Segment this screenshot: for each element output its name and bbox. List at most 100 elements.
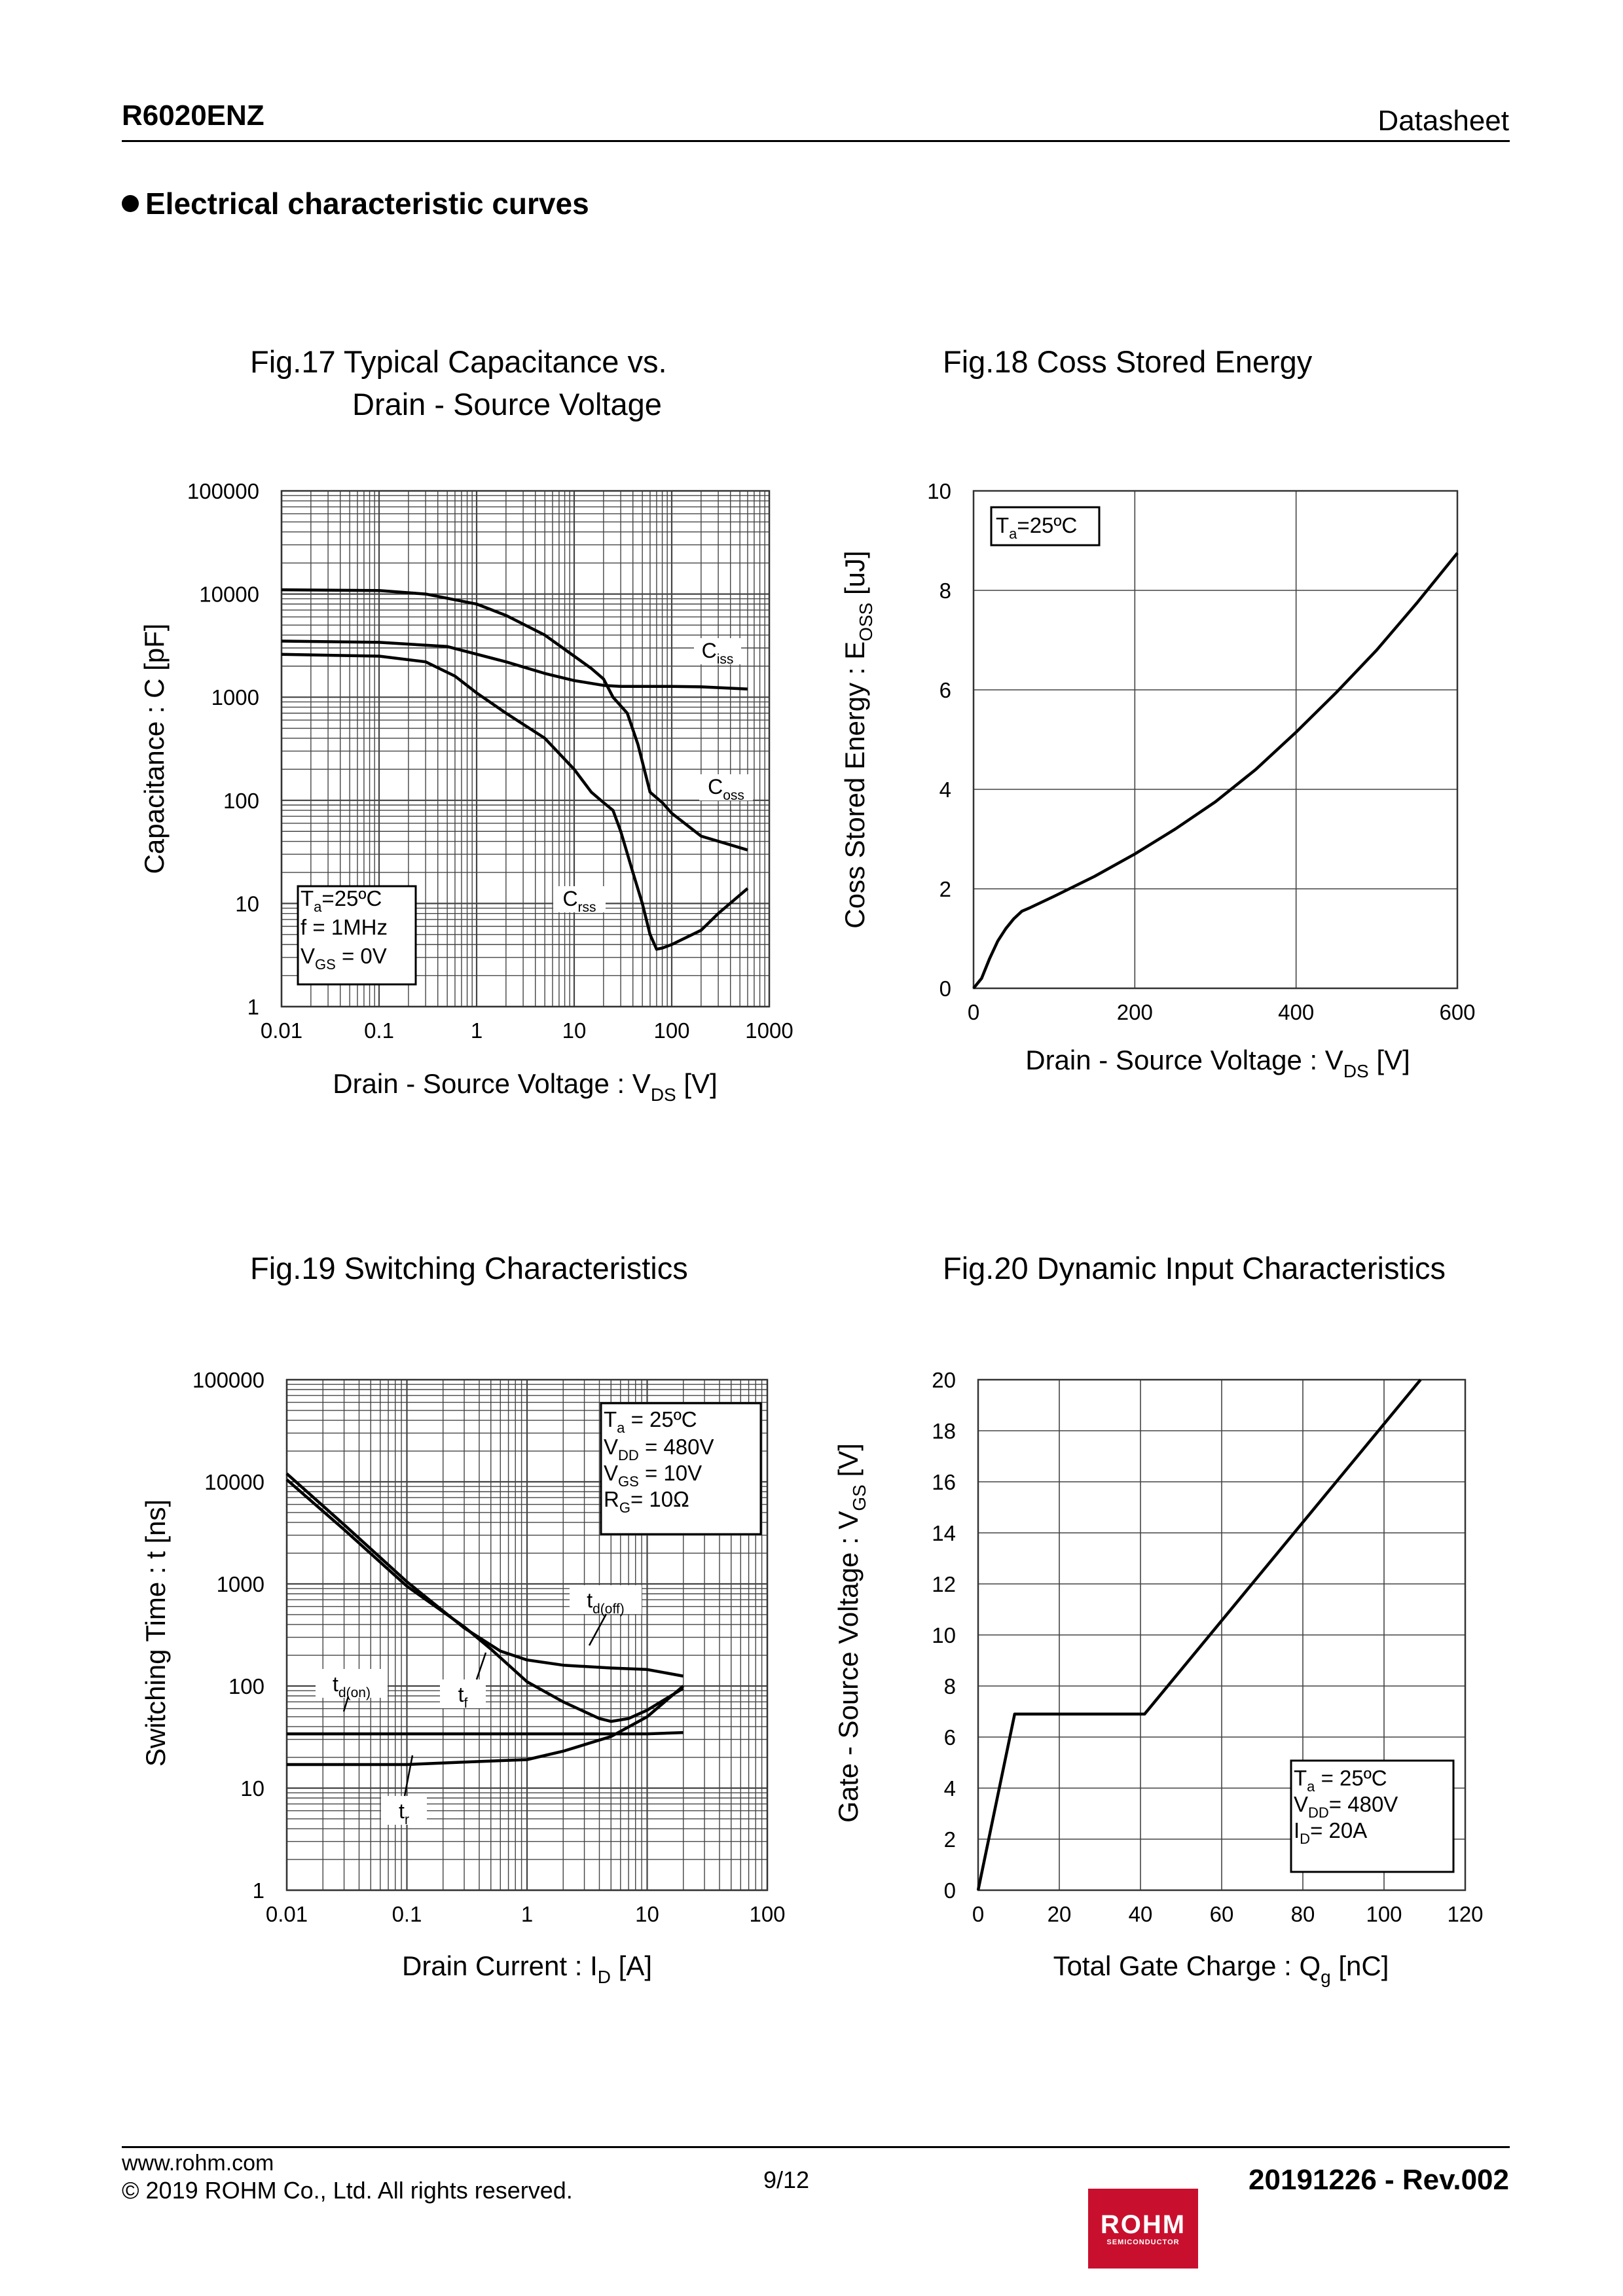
fig19-xtick-label: 0.01	[266, 1902, 308, 1926]
fig20-xtick-label: 60	[1210, 1902, 1234, 1926]
fig19-xtick-label: 0.1	[392, 1902, 422, 1926]
fig17-xtick-label: 10	[562, 1018, 587, 1043]
text-span: I	[1294, 1818, 1300, 1842]
fig17-curve-label-bg	[699, 774, 753, 800]
fig17-xlabel: Drain - Source Voltage : VDS [V]	[333, 1068, 718, 1105]
text-span: Capacitance : C [pF]	[139, 624, 170, 874]
text-span: T	[1294, 1766, 1307, 1790]
fig19-curve-label: td(off)	[587, 1588, 625, 1617]
fig19-ylabel: Switching Time : t [ns]	[140, 1499, 171, 1767]
fig19-title: Fig.19 Switching Characteristics	[250, 1251, 688, 1285]
fig17-ytick-label: 100	[223, 789, 259, 813]
text-span: [V]	[1369, 1045, 1410, 1075]
fig20-ylabel: Gate - Source Voltage : VGS [V]	[833, 1443, 869, 1823]
fig19-xtick-label: 100	[749, 1902, 785, 1926]
subscript: GS	[618, 1473, 639, 1490]
text-span: V	[604, 1461, 618, 1485]
fig19-curve-label-bg	[381, 1796, 427, 1825]
footer-url[interactable]: www.rohm.com	[122, 2151, 274, 2176]
text-span: t	[458, 1683, 464, 1706]
fig19-grid	[285, 1380, 767, 1892]
text-span: V	[1294, 1792, 1308, 1816]
footer-divider	[122, 2146, 1510, 2148]
fig19-curve-label-bg	[316, 1669, 388, 1698]
text-span: t	[587, 1588, 593, 1612]
fig19-ytick-label: 1	[253, 1878, 264, 1903]
fig17-curve-label-bg	[553, 886, 606, 912]
revision: 20191226 - Rev.002	[1249, 2164, 1509, 2196]
fig20-xtick-label: 120	[1447, 1902, 1483, 1926]
fig18-ytick-label: 8	[939, 579, 951, 603]
fig20-annotation-line: Ta = 25ºC	[1294, 1766, 1387, 1795]
fig20-frame	[977, 1378, 1467, 1892]
text-span: V	[301, 944, 315, 968]
fig20-ytick-label: 10	[932, 1623, 956, 1647]
fig19-ytick-label: 1000	[217, 1572, 264, 1596]
fig18-ylabel: Coss Stored Energy : EOSS [uJ]	[839, 550, 876, 928]
fig20-annotation-line: ID= 20A	[1294, 1818, 1367, 1847]
subscript: a	[617, 1420, 625, 1436]
text-span: = 10Ω	[630, 1487, 689, 1511]
subscript: iss	[717, 652, 734, 667]
fig19-annotation-box	[600, 1402, 762, 1535]
fig19-annotation-line: Ta = 25ºC	[604, 1407, 697, 1436]
doc-type: Datasheet	[1377, 105, 1509, 137]
fig17-curve-label: Ciss	[702, 639, 734, 667]
fig18-xlabel: Drain - Source Voltage : VDS [V]	[1025, 1045, 1410, 1081]
subscript: OSS	[856, 603, 876, 641]
fig19-curve-label-bg	[440, 1679, 486, 1708]
subscript: DD	[618, 1447, 639, 1463]
fig19-ytick-label: 100000	[192, 1368, 264, 1392]
text-span: =25ºC	[321, 886, 382, 910]
subscript: a	[1009, 526, 1017, 542]
text-span: = 10V	[639, 1461, 702, 1485]
text-span: t	[333, 1672, 338, 1696]
fig19-xlabel: Drain Current : ID [A]	[402, 1950, 652, 1987]
fig18-ytick-label: 2	[939, 877, 951, 901]
fig19-series-1	[285, 1479, 684, 1723]
fig20-xtick-label: 80	[1291, 1902, 1315, 1926]
text-span: = 20A	[1310, 1818, 1367, 1842]
text-span: [V]	[676, 1068, 718, 1099]
fig17-frame	[280, 490, 771, 1008]
fig20-xlabel: Total Gate Charge : Qg [nC]	[1053, 1950, 1389, 1987]
fig19-ytick-label: 100	[228, 1674, 264, 1698]
text-span: Gate - Source Voltage : V	[833, 1511, 864, 1823]
fig20-xtick-label: 0	[972, 1902, 984, 1926]
fig20-ytick-label: 16	[932, 1470, 956, 1494]
text-span: C	[702, 639, 717, 662]
fig20-title: Fig.20 Dynamic Input Characteristics	[943, 1251, 1446, 1285]
text-span: [V]	[833, 1443, 864, 1484]
fig20-xtick-label: 100	[1366, 1902, 1402, 1926]
fig19-curve-label-bg	[570, 1585, 642, 1614]
fig17-title-line1: Fig.17 Typical Capacitance vs.	[250, 344, 667, 379]
fig18-title: Fig.18 Coss Stored Energy	[943, 344, 1313, 379]
text-span: [A]	[611, 1950, 652, 1981]
footer-copyright: © 2019 ROHM Co., Ltd. All rights reserve…	[122, 2177, 573, 2204]
subscript: f	[464, 1696, 468, 1711]
text-span: = 480V	[1329, 1792, 1398, 1816]
text-span: Drain - Source Voltage : V	[333, 1068, 651, 1099]
fig18-xtick-label: 200	[1117, 1000, 1153, 1024]
page-number: 9/12	[763, 2166, 810, 2193]
fig19-ytick-label: 10	[240, 1776, 264, 1801]
text-span: =25ºC	[1017, 513, 1077, 537]
fig17-series-2	[281, 653, 749, 951]
fig20-ytick-label: 14	[932, 1521, 956, 1545]
text-span: = 0V	[336, 944, 387, 968]
fig19-series-0	[285, 1472, 684, 1678]
fig18-chart: 0 200 400 600 0 2 4 6 8 10 Drain - Source Voltage …	[839, 479, 1476, 1081]
text-span: C	[708, 775, 723, 798]
fig20-ytick-label: 8	[944, 1674, 956, 1698]
subscript: D	[598, 1967, 611, 1987]
fig17-ytick-label: 10	[235, 891, 259, 916]
fig19-leader-line	[342, 1696, 350, 1712]
fig17-annotation-line: Ta=25ºC	[301, 886, 382, 915]
subscript: d(on)	[338, 1685, 371, 1700]
fig20-ytick-label: 2	[944, 1827, 956, 1852]
fig19-curve-label: tf	[458, 1683, 468, 1711]
fig20-ytick-label: 6	[944, 1725, 956, 1749]
text-span: Coss Stored Energy : E	[839, 641, 870, 929]
text-span: = 25ºC	[1315, 1766, 1387, 1790]
